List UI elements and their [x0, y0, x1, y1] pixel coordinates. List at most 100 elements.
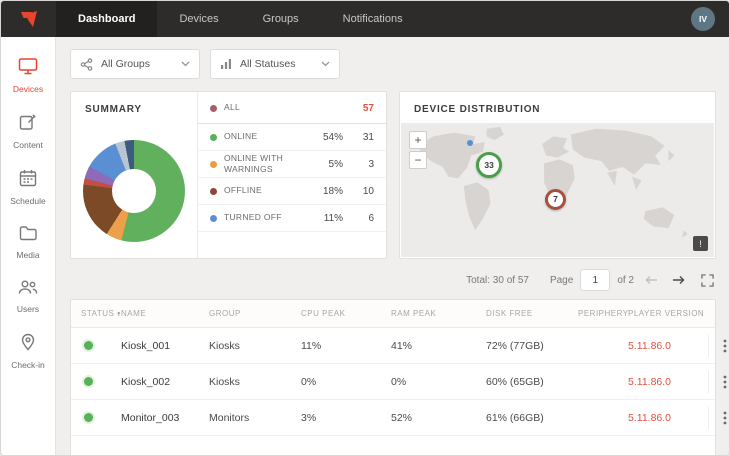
prev-page-button[interactable] — [641, 270, 661, 290]
row-actions-button[interactable] — [708, 370, 729, 393]
legend-label: ONLINE — [224, 131, 258, 142]
cell-disk-free: 61% (66GB) — [486, 411, 544, 424]
tab-notifications[interactable]: Notifications — [342, 13, 403, 25]
table-row[interactable]: Kiosk_002 Kiosks 0% 0% 60% (65GB) 5.11.8… — [71, 364, 727, 400]
legend-row-all: ALL 57 — [198, 93, 386, 124]
donut-chart-area — [71, 123, 197, 258]
map-info-button[interactable]: ! — [693, 236, 708, 251]
kebab-menu-icon — [723, 339, 727, 352]
cell-name: Kiosk_002 — [121, 375, 171, 388]
page-number-input[interactable] — [580, 269, 611, 291]
table-row-partial[interactable] — [71, 436, 715, 455]
user-avatar[interactable]: IV — [691, 7, 715, 31]
sidebar-item-label: Devices — [12, 84, 44, 94]
map-zoom-controls: + − — [409, 131, 427, 169]
online-status-icon — [84, 413, 93, 422]
table-pagination: Total: 30 of 57 Page of 2 — [70, 269, 714, 291]
kebab-menu-icon — [723, 375, 727, 388]
legend-row-warnings: ONLINE WITH WARNINGS 5% 3 — [198, 151, 386, 178]
header-label: PERIPHERY — [578, 309, 629, 318]
legend-pct: 11% — [323, 212, 343, 224]
top-bar: Dashboard Devices Groups Notifications I… — [1, 1, 729, 37]
summary-legend: ALL 57 ONLINE 54% 31 ONLINE WITH WARNING… — [197, 93, 386, 258]
top-nav: Dashboard Devices Groups Notifications — [56, 1, 425, 37]
groups-filter-dropdown[interactable]: All Groups — [70, 49, 200, 79]
header-group[interactable]: GROUP — [209, 309, 301, 318]
marker-count: 7 — [553, 194, 558, 205]
row-actions-button[interactable] — [708, 406, 729, 429]
kebab-menu-icon — [723, 411, 727, 424]
header-label: CPU PEAK — [301, 309, 346, 318]
statuses-filter-value: All Statuses — [240, 58, 296, 70]
header-player-version[interactable]: PLAYER VERSION — [628, 309, 708, 318]
sidebar-item-content[interactable]: Content — [1, 103, 55, 159]
map-pin-icon — [20, 333, 36, 356]
sidebar-item-devices[interactable]: Devices — [1, 47, 55, 103]
status-dot-all — [210, 104, 217, 112]
zoom-out-button[interactable]: − — [409, 151, 427, 169]
header-label: DISK FREE — [486, 309, 533, 318]
monitor-icon — [18, 57, 38, 80]
tab-devices[interactable]: Devices — [179, 13, 219, 25]
total-count-label: Total: 30 of 57 — [466, 274, 529, 286]
expand-table-button[interactable] — [701, 273, 714, 287]
sidebar-item-label: Users — [16, 304, 40, 314]
statuses-filter-dropdown[interactable]: All Statuses — [210, 49, 340, 79]
map-title: DEVICE DISTRIBUTION — [414, 104, 541, 115]
map-marker-na[interactable]: 33 — [476, 152, 503, 179]
tab-dashboard[interactable]: Dashboard — [56, 1, 158, 37]
sidebar-item-checkin[interactable]: Check-in — [1, 323, 55, 379]
header-name[interactable]: NAME — [121, 309, 209, 318]
sidebar-item-media[interactable]: Media — [1, 215, 55, 269]
header-status[interactable]: STATUS — [81, 309, 121, 318]
app-logo[interactable] — [1, 1, 56, 37]
legend-count: 31 — [362, 131, 374, 143]
arrow-left-icon — [645, 276, 657, 284]
page-of-label: of 2 — [617, 274, 634, 286]
summary-card: SUMMARY ALL 57 — [70, 91, 387, 259]
world-map[interactable]: + − 33 7 ! — [401, 123, 714, 257]
zoom-in-button[interactable]: + — [409, 131, 427, 149]
cell-name: Kiosk_001 — [121, 339, 171, 352]
cell-group: Monitors — [209, 411, 250, 424]
map-marker-africa[interactable]: 7 — [544, 188, 566, 210]
world-map-graphic — [417, 126, 688, 238]
table-row[interactable]: Monitor_003 Monitors 3% 52% 61% (66GB) 5… — [71, 400, 727, 436]
cell-group: Kiosks — [209, 375, 240, 388]
cell-cpu-peak: 0% — [301, 375, 317, 388]
sidebar-item-label: Content — [13, 140, 43, 150]
cell-name: Monitor_003 — [121, 411, 180, 424]
legend-label: TURNED OFF — [224, 212, 282, 223]
table-row[interactable]: Kiosk_001 Kiosks 11% 41% 72% (77GB) 5.11… — [71, 328, 727, 364]
legend-label: ONLINE WITH WARNINGS — [224, 152, 284, 174]
next-page-button[interactable] — [668, 270, 688, 290]
groups-filter-value: All Groups — [101, 58, 151, 70]
summary-donut — [83, 139, 185, 242]
cell-player-version: 5.11.86.0 — [628, 375, 672, 388]
row-actions-button[interactable] — [708, 334, 729, 357]
legend-label: OFFLINE — [224, 185, 262, 196]
header-ram-peak[interactable]: RAM PEAK — [391, 309, 486, 318]
header-cpu-peak[interactable]: CPU PEAK — [301, 309, 391, 318]
cell-player-version: 5.11.86.0 — [628, 411, 672, 424]
filter-bar: All Groups All Statuses — [70, 49, 716, 79]
donut-hole — [112, 168, 156, 213]
main-content: All Groups All Statuses SUMMARY — [57, 37, 729, 455]
online-status-icon — [84, 341, 93, 350]
legend-pct: 5% — [328, 158, 343, 170]
legend-count: 6 — [368, 212, 374, 224]
status-dot-turnedoff — [210, 214, 217, 222]
sidebar-item-label: Schedule — [10, 196, 46, 206]
header-label: RAM PEAK — [391, 309, 437, 318]
header-disk-free[interactable]: DISK FREE — [486, 309, 578, 318]
sidebar-item-schedule[interactable]: Schedule — [1, 159, 55, 215]
header-periphery[interactable]: PERIPHERY — [578, 309, 628, 318]
status-dot-offline — [210, 187, 217, 195]
sidebar-item-users[interactable]: Users — [1, 269, 55, 323]
cell-ram-peak: 0% — [391, 375, 407, 388]
chevron-down-icon — [181, 61, 190, 67]
small-cluster-dot[interactable] — [466, 140, 473, 147]
tab-groups[interactable]: Groups — [262, 13, 299, 25]
fullscreen-icon — [701, 273, 714, 287]
table-header-row: STATUS NAME GROUP CPU PEAK RAM PEAK DISK… — [71, 300, 715, 328]
